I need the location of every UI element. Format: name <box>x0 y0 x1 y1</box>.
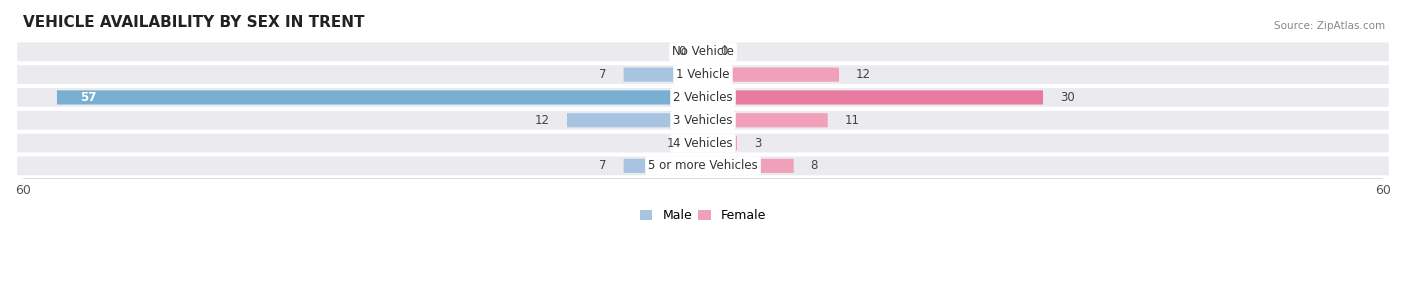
Text: No Vehicle: No Vehicle <box>672 45 734 58</box>
FancyBboxPatch shape <box>17 111 1389 130</box>
FancyBboxPatch shape <box>624 67 703 82</box>
FancyBboxPatch shape <box>624 159 703 173</box>
Text: 12: 12 <box>856 68 870 81</box>
FancyBboxPatch shape <box>17 42 1389 61</box>
FancyBboxPatch shape <box>17 65 1389 84</box>
Text: 0: 0 <box>679 45 686 58</box>
FancyBboxPatch shape <box>56 90 703 105</box>
FancyBboxPatch shape <box>703 136 737 150</box>
FancyBboxPatch shape <box>703 67 839 82</box>
Text: 11: 11 <box>845 114 859 127</box>
Text: 1: 1 <box>668 137 675 149</box>
Text: 7: 7 <box>599 68 606 81</box>
FancyBboxPatch shape <box>17 156 1389 175</box>
FancyBboxPatch shape <box>703 159 793 173</box>
FancyBboxPatch shape <box>703 113 828 127</box>
Text: 3 Vehicles: 3 Vehicles <box>673 114 733 127</box>
FancyBboxPatch shape <box>17 134 1389 152</box>
Text: 57: 57 <box>80 91 96 104</box>
Text: 2 Vehicles: 2 Vehicles <box>673 91 733 104</box>
Text: 8: 8 <box>811 160 818 172</box>
Legend: Male, Female: Male, Female <box>636 204 770 227</box>
Text: 1 Vehicle: 1 Vehicle <box>676 68 730 81</box>
FancyBboxPatch shape <box>703 90 1043 105</box>
Text: 5 or more Vehicles: 5 or more Vehicles <box>648 160 758 172</box>
Text: 4 Vehicles: 4 Vehicles <box>673 137 733 149</box>
FancyBboxPatch shape <box>567 113 703 127</box>
Text: Source: ZipAtlas.com: Source: ZipAtlas.com <box>1274 21 1385 31</box>
Text: 3: 3 <box>754 137 762 149</box>
Text: 7: 7 <box>599 160 606 172</box>
FancyBboxPatch shape <box>692 136 703 150</box>
Text: VEHICLE AVAILABILITY BY SEX IN TRENT: VEHICLE AVAILABILITY BY SEX IN TRENT <box>22 15 364 30</box>
Text: 30: 30 <box>1060 91 1074 104</box>
Text: 0: 0 <box>720 45 727 58</box>
FancyBboxPatch shape <box>17 88 1389 107</box>
Text: 12: 12 <box>536 114 550 127</box>
